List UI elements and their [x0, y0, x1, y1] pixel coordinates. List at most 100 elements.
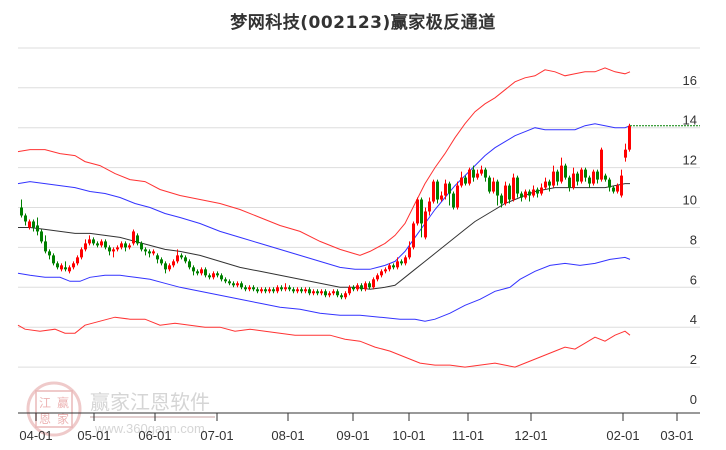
candle — [580, 169, 583, 182]
candle — [264, 289, 267, 292]
candle — [120, 243, 123, 248]
svg-text:家: 家 — [57, 411, 69, 426]
candle — [472, 169, 475, 178]
x-tick-label: 04-01 — [19, 428, 52, 443]
candle — [108, 247, 111, 252]
candle — [328, 293, 331, 296]
candle — [564, 165, 567, 178]
candle — [624, 149, 627, 158]
candle — [504, 185, 507, 204]
x-tick-label: 09-01 — [336, 428, 369, 443]
x-tick-label: 06-01 — [138, 428, 171, 443]
svg-text:江: 江 — [39, 396, 51, 410]
candle — [396, 261, 399, 268]
candle — [544, 181, 547, 188]
candle — [420, 199, 423, 224]
chart-title: 梦网科技(002123)赢家极反通道 — [230, 13, 496, 33]
candle — [136, 235, 139, 244]
x-tick-label: 05-01 — [77, 428, 110, 443]
candle — [128, 245, 131, 248]
candle — [24, 215, 27, 222]
candle — [572, 173, 575, 188]
candle — [312, 291, 315, 294]
candle — [588, 177, 591, 184]
svg-text:恩: 恩 — [39, 412, 51, 426]
candle — [340, 295, 343, 298]
candle — [20, 207, 23, 216]
candle — [436, 181, 439, 200]
candle — [216, 273, 219, 276]
y-tick-label: 16 — [683, 73, 697, 88]
candle — [388, 265, 391, 270]
candle — [592, 171, 595, 184]
candle — [192, 267, 195, 272]
candle — [368, 283, 371, 288]
x-tick-label: 07-01 — [200, 428, 233, 443]
candle — [188, 261, 191, 268]
candle — [432, 181, 435, 202]
outer-upper-line — [17, 67, 631, 256]
candle — [536, 189, 539, 194]
candle — [332, 291, 335, 294]
candle — [360, 285, 363, 290]
candle — [376, 275, 379, 280]
candle — [612, 187, 615, 192]
candle — [84, 243, 87, 250]
candle — [456, 185, 459, 208]
y-tick-label: 0 — [690, 392, 697, 407]
candle — [44, 241, 47, 252]
candle — [600, 149, 603, 180]
middle-line — [18, 183, 630, 290]
candle — [256, 289, 259, 292]
inner-upper-line — [17, 123, 631, 270]
gridlines — [18, 47, 700, 368]
candle — [540, 187, 543, 194]
watermark-seal-icon: 江 赢 恩 家 — [26, 381, 82, 437]
candle — [244, 287, 247, 290]
candle — [452, 193, 455, 208]
candle — [284, 287, 287, 290]
candle — [500, 195, 503, 204]
candle — [184, 257, 187, 262]
candle — [196, 271, 199, 274]
candle — [240, 283, 243, 288]
candle — [172, 261, 175, 266]
candle — [480, 169, 483, 174]
x-tick-label: 12-01 — [514, 428, 547, 443]
candle — [168, 265, 171, 270]
candle — [148, 251, 151, 254]
x-tick-label: 10-01 — [392, 428, 425, 443]
y-tick-label: 10 — [683, 193, 697, 208]
candle — [272, 289, 275, 292]
candle — [516, 177, 519, 194]
candle — [440, 195, 443, 200]
svg-text:赢: 赢 — [57, 395, 69, 410]
candle — [112, 249, 115, 252]
candle — [212, 273, 215, 278]
candle — [300, 289, 303, 292]
x-tick-label: 08-01 — [271, 428, 304, 443]
candle — [384, 269, 387, 272]
candle — [92, 239, 95, 244]
x-tick-label: 11-01 — [452, 428, 484, 443]
candle — [268, 289, 271, 292]
candle — [320, 291, 323, 294]
candle — [72, 263, 75, 268]
candle — [288, 287, 291, 290]
candle — [292, 289, 295, 292]
candle — [220, 275, 223, 280]
candle — [356, 285, 359, 290]
candle — [132, 231, 135, 244]
candle — [32, 221, 35, 228]
candle — [352, 287, 355, 290]
candle — [416, 199, 419, 224]
candle — [616, 185, 619, 192]
candle — [228, 281, 231, 284]
candle — [568, 177, 571, 188]
candle — [476, 173, 479, 178]
candle — [156, 255, 159, 260]
candlesticks — [20, 123, 631, 300]
candle — [620, 175, 623, 196]
y-tick-label: 12 — [683, 153, 697, 168]
candle — [144, 249, 147, 252]
